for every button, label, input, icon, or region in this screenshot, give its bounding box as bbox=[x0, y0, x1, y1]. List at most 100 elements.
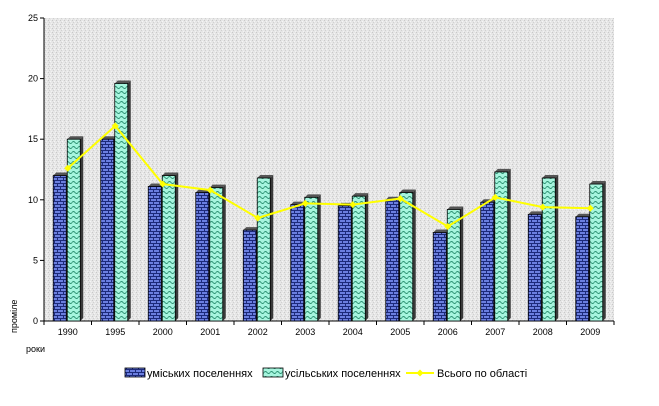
x-tick-label: 2004 bbox=[343, 327, 363, 337]
y-tick-label: 10 bbox=[28, 195, 38, 205]
bar-side bbox=[602, 181, 606, 321]
line-point-2002 bbox=[254, 214, 262, 222]
line-point-1990 bbox=[64, 164, 72, 172]
x-axis-label: роки bbox=[26, 344, 45, 354]
bar-front bbox=[399, 192, 414, 322]
bar-front bbox=[256, 177, 271, 322]
bar-top bbox=[399, 189, 416, 193]
bar-rural-1990 bbox=[66, 136, 84, 322]
legend-swatch-urban bbox=[124, 367, 146, 378]
bar-front bbox=[304, 196, 319, 322]
bar-front bbox=[114, 83, 129, 322]
bar-front bbox=[480, 201, 495, 322]
bar-front bbox=[351, 195, 366, 322]
line-point-1995 bbox=[111, 122, 119, 130]
legend-marker-total bbox=[416, 369, 424, 377]
x-tick-label: 2002 bbox=[248, 327, 268, 337]
line-point-2007 bbox=[491, 193, 499, 201]
bar-front bbox=[541, 177, 556, 322]
bar-top bbox=[589, 181, 606, 185]
ticks: 0 5 10 15 20 25 1990 1995 2000 2001 2002 2003 2004 20… bbox=[28, 13, 615, 337]
bar-top bbox=[257, 174, 274, 178]
bar-urban-1990 bbox=[52, 172, 70, 322]
bar-front bbox=[209, 187, 224, 322]
bar-front bbox=[575, 216, 590, 322]
bar-rural-2003 bbox=[304, 194, 321, 322]
bar-front bbox=[385, 199, 400, 322]
plot-background bbox=[44, 18, 614, 321]
y-axis-label: проміле bbox=[9, 300, 19, 333]
labels: проміле роки bbox=[9, 300, 45, 354]
bar-top bbox=[209, 184, 226, 188]
x-tick-label: 2009 bbox=[580, 327, 600, 337]
bar-side bbox=[460, 206, 464, 321]
bar-rural-2005 bbox=[399, 189, 416, 322]
line-point-2003 bbox=[301, 199, 309, 207]
bar-front bbox=[100, 138, 115, 322]
bar-side bbox=[507, 168, 511, 321]
bar-side bbox=[175, 172, 179, 321]
bar-top bbox=[162, 172, 179, 176]
bar-front bbox=[52, 175, 67, 322]
bar-top bbox=[352, 193, 369, 197]
line-point-2001 bbox=[206, 186, 214, 194]
bar-side bbox=[412, 189, 416, 321]
y-tick-label: 25 bbox=[28, 13, 38, 23]
x-tick-label: 2000 bbox=[153, 327, 173, 337]
bar-top bbox=[67, 136, 84, 140]
x-tick-label: 2001 bbox=[200, 327, 220, 337]
bar-rural-2009 bbox=[589, 181, 606, 322]
x-tick-label: 2003 bbox=[295, 327, 315, 337]
bar-top bbox=[542, 174, 559, 178]
bar-top bbox=[100, 136, 117, 140]
bar-top bbox=[575, 213, 592, 217]
bar-side bbox=[270, 174, 274, 321]
bar-top bbox=[304, 194, 321, 198]
line-point-2008 bbox=[539, 203, 547, 211]
bar-rural-2006 bbox=[446, 206, 464, 322]
bar-top bbox=[528, 211, 545, 215]
bar-front bbox=[290, 204, 305, 322]
bar-side bbox=[80, 136, 84, 321]
line-point-2000 bbox=[159, 180, 167, 188]
x-tick-label: 2006 bbox=[438, 327, 458, 337]
bar-front bbox=[589, 183, 604, 322]
line-total bbox=[67, 124, 591, 228]
legend-label-rural: усільських поселеннях bbox=[285, 368, 401, 380]
bar-front bbox=[494, 171, 509, 322]
bar-rural-2001 bbox=[209, 184, 226, 322]
bar-rural-2008 bbox=[541, 174, 559, 322]
bar-front bbox=[337, 205, 352, 322]
x-tick-label: 1995 bbox=[105, 327, 125, 337]
line-point-2005 bbox=[396, 195, 404, 203]
bar-front bbox=[195, 192, 210, 322]
bar-top bbox=[114, 80, 131, 84]
bar-front bbox=[147, 186, 162, 322]
y-tick-label: 0 bbox=[33, 316, 38, 326]
y-tick-label: 20 bbox=[28, 74, 38, 84]
x-tick-label: 2008 bbox=[533, 327, 553, 337]
bar-front bbox=[242, 229, 257, 322]
x-tick-label: 2007 bbox=[485, 327, 505, 337]
x-tick-label: 1990 bbox=[58, 327, 78, 337]
bar-top bbox=[494, 168, 511, 172]
legend-label-urban: уміських поселеннях bbox=[147, 368, 253, 380]
bar-urban-2008 bbox=[527, 211, 545, 322]
bar-side bbox=[127, 80, 131, 321]
bar-rural-2007 bbox=[494, 168, 511, 322]
bar-top bbox=[243, 227, 260, 231]
bar-side bbox=[317, 194, 321, 321]
bar-top bbox=[433, 229, 450, 233]
bar-rural-2004 bbox=[351, 193, 369, 322]
bar-side bbox=[365, 193, 369, 321]
line-point-2009 bbox=[586, 204, 594, 212]
line-point-2006 bbox=[444, 222, 452, 230]
bar-rural-2002 bbox=[256, 174, 274, 322]
bars bbox=[52, 80, 606, 322]
y-tick-label: 5 bbox=[33, 255, 38, 265]
line-point-2004 bbox=[349, 201, 357, 209]
legend-label-total: Всього по області bbox=[437, 368, 527, 380]
line-layer bbox=[64, 122, 594, 230]
bar-front bbox=[161, 175, 176, 322]
